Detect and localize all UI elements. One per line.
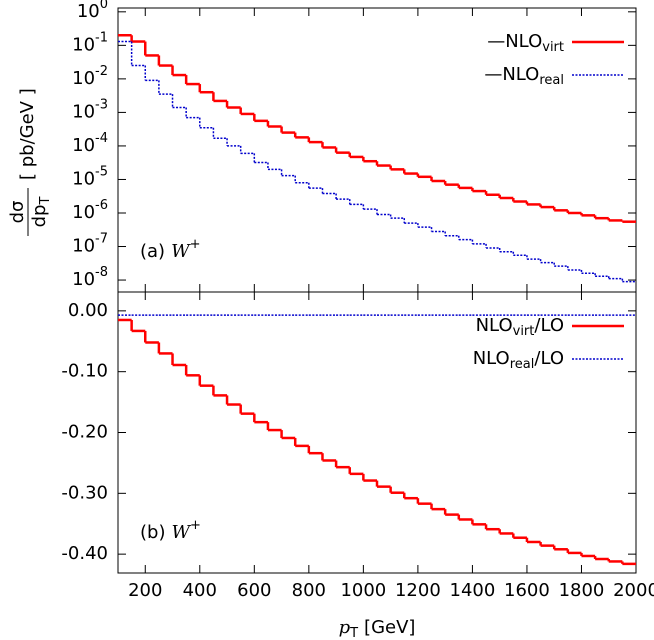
legend-name: —NLO [487,31,542,52]
y-tick-exp: 0 [100,0,108,11]
y-tick-label: 10-6 [72,197,108,223]
annotation-var: W [171,241,191,262]
y-tick-label: 10-2 [72,63,108,89]
y-tick-base: -0.30 [61,482,108,503]
y-tick-label: 10-4 [72,130,108,156]
legend-label: NLOvirt/LO [476,315,564,339]
y-tick-label: 0.00 [68,300,108,321]
x-tick-label: 200 [128,580,162,601]
x-tick-label: 1000 [340,580,386,601]
y-tick-label: 10-1 [72,30,108,56]
y-tick-base: 10 [72,34,95,55]
y-tick-exp: -4 [95,130,108,145]
y-tick-base: 10 [72,236,95,257]
y-tick-label: 10-7 [72,231,108,257]
y-label-den: dpT [29,197,53,228]
x-axis-label: pT [GeV] [339,617,416,640]
y-tick-exp: -3 [95,97,108,112]
annotation-text: (b) [140,522,165,543]
legend-suffix: /LO [534,315,564,336]
y-label-den-main: dp [29,205,50,228]
y-tick-label: 100 [77,0,108,22]
y-label-unit: [ pb/GeV ] [17,88,38,180]
y-tick-label: 10-5 [72,164,108,190]
y-label-num: dσ [7,201,28,224]
y-tick-base: 10 [72,101,95,122]
y-tick-exp: -8 [95,265,108,280]
x-label-sub: T [349,626,358,640]
y-tick-exp: -5 [95,164,108,179]
y-tick-base: -0.10 [61,361,108,382]
y-tick-base: 10 [72,135,95,156]
y-tick-label: -0.30 [61,482,108,503]
y-tick-exp: -7 [95,231,108,246]
x-tick-label: 600 [237,580,271,601]
legend-name: —NLO [484,64,539,85]
y-label-den-sub: T [38,197,53,206]
y-tick-label: -0.40 [61,543,108,564]
legend-sub: real [539,73,564,88]
y-tick-base: 10 [72,202,95,223]
y-tick-base: -0.20 [61,422,108,443]
legend-label: —NLOreal [484,64,564,88]
annotation: (b) W+ [140,518,201,544]
annotation-sup: + [190,237,201,252]
y-tick-exp: -1 [95,30,108,45]
legend-suffix: /LO [534,348,564,369]
y-tick-base: 10 [72,68,95,89]
y-tick-label: -0.20 [61,422,108,443]
y-tick-base: 10 [77,1,100,22]
legend-sub: real [510,357,535,372]
x-tick-label: 1200 [395,580,441,601]
legend-sub: virt [542,40,564,55]
legend-label: NLOreal/LO [473,348,564,372]
x-tick-label: 800 [292,580,326,601]
x-tick-label: 1800 [559,580,605,601]
legend-name: NLO [473,348,510,369]
y-tick-base: -0.40 [61,543,108,564]
y-tick-label: 10-3 [72,97,108,123]
y-tick-exp: -6 [95,197,108,212]
annotation-sup: + [190,518,201,533]
x-label-unit: [GeV] [364,617,415,638]
y-tick-base: 10 [72,168,95,189]
x-label-var: p [339,617,351,638]
legend-sub: virt [513,324,535,339]
annotation-var: W [171,522,191,543]
y-tick-label: -0.10 [61,361,108,382]
legend-label: —NLOvirt [487,31,564,55]
plot-area [118,314,636,566]
x-tick-label: 1600 [504,580,550,601]
annotation-text: (a) [140,241,165,262]
y-axis-label: dσ dpT [ pb/GeV ] [7,88,53,236]
y-tick-base: 10 [72,269,95,290]
annotation: (a) W+ [140,237,201,263]
y-tick-base: 0.00 [68,300,108,321]
x-tick-label: 1400 [450,580,496,601]
legend-name: NLO [476,315,513,336]
x-tick-label: 400 [183,580,217,601]
y-tick-label: 10-8 [72,265,108,291]
x-tick-label: 2000 [613,580,654,601]
plot-area [118,34,636,283]
y-tick-exp: -2 [95,63,108,78]
